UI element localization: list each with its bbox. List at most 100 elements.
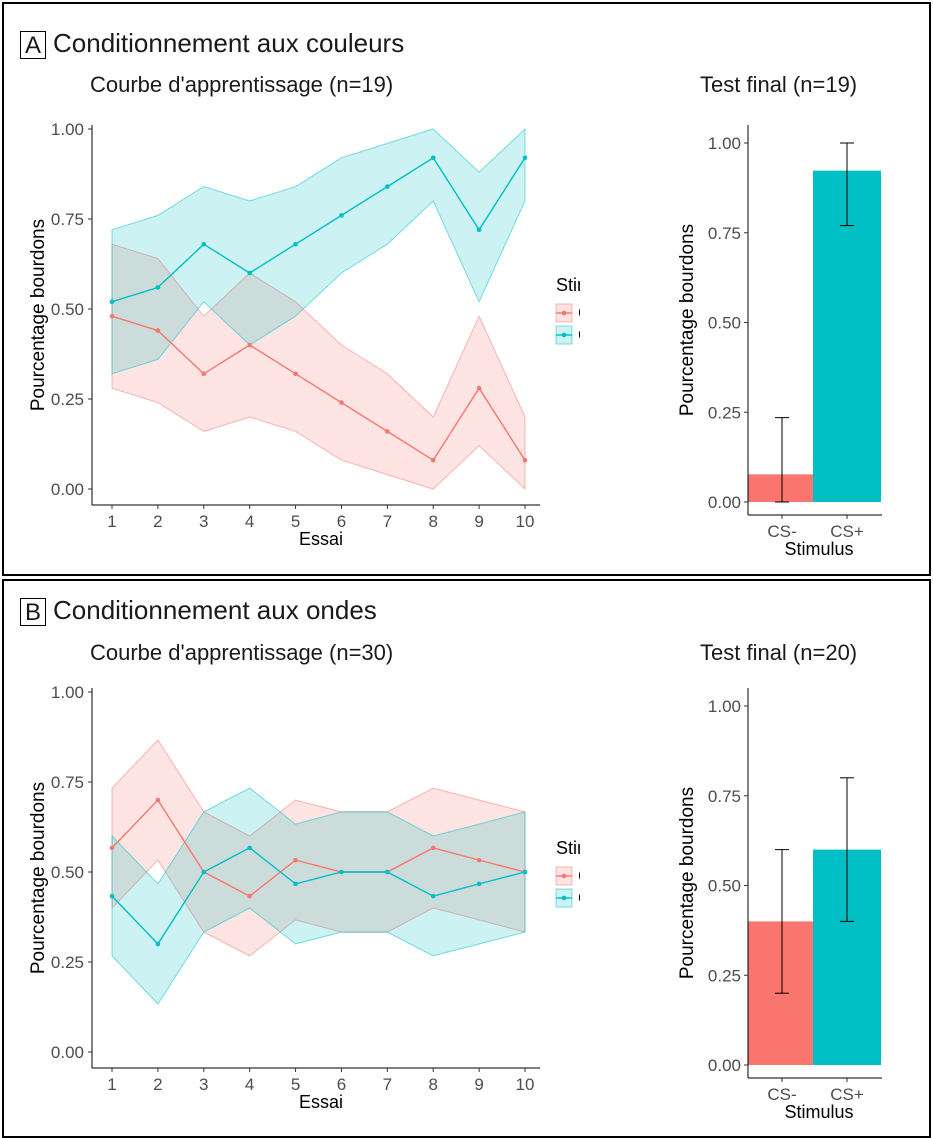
b-line-legend-title: Stimulus bbox=[556, 838, 580, 858]
panel-b-final-title: Test final (n=20) bbox=[700, 640, 858, 665]
b-line-point-CS+-1 bbox=[109, 893, 115, 899]
a-line-point-CS+-7 bbox=[385, 184, 390, 189]
panel-a-learning-title: Courbe d'apprentissage (n=19) bbox=[90, 72, 394, 97]
a-line-point-CS--10 bbox=[522, 457, 528, 463]
a-line-point-CS+-3 bbox=[201, 241, 207, 247]
a-line-xtick-label: 5 bbox=[291, 512, 300, 531]
a-line-xtick-label: 4 bbox=[245, 512, 254, 531]
learning-curve-chart-a: 0.00 0.25 0.50 0.75 1.00 1 2 3 4 5 6 7 8 9 10 Essai Pour… bbox=[28, 120, 580, 549]
b-line-xtick-label: 3 bbox=[199, 1075, 208, 1094]
a-line-xtick-label: 10 bbox=[516, 512, 535, 531]
b-line-point-CS--1 bbox=[109, 845, 115, 851]
a-line-point-CS--5 bbox=[293, 371, 298, 377]
b-line-legend-point-CS+ bbox=[561, 895, 567, 901]
a-line-legend-label-CS-: CS- bbox=[578, 303, 580, 323]
b-line-point-CS+-9 bbox=[476, 881, 482, 887]
b-line-ytick-label: 0.75 bbox=[51, 773, 84, 792]
a-line-ytick-label: 0.50 bbox=[51, 300, 84, 319]
b-line-point-CS+-3 bbox=[201, 869, 207, 875]
a-line-ytick-label: 1.00 bbox=[51, 120, 84, 139]
a-line-line-CS- bbox=[111, 315, 526, 462]
learning-curve-chart-b: 0.00 0.25 0.50 0.75 1.00 1 2 3 4 5 6 7 8 9 10 Essai Pour… bbox=[28, 683, 580, 1112]
b-bar-x-axis-title: Stimulus bbox=[784, 1102, 853, 1122]
a-bar-y-axis-title: Pourcentage bourdons bbox=[677, 224, 698, 416]
b-line-point-CS+-5 bbox=[293, 881, 298, 887]
a-line-point-CS--4 bbox=[247, 342, 252, 348]
a-line-point-CS--8 bbox=[430, 457, 436, 463]
a-bar-ytick-label: 0.25 bbox=[708, 403, 741, 422]
a-line-point-CS--7 bbox=[385, 429, 390, 434]
b-line-point-CS+-4 bbox=[247, 845, 252, 851]
b-line-ytick-label: 1.00 bbox=[51, 683, 84, 702]
b-line-legend-point-CS- bbox=[561, 873, 567, 879]
b-line-point-CS+-7 bbox=[385, 869, 390, 875]
b-bar-ytick-label: 0.75 bbox=[708, 787, 741, 806]
b-line-xtick-label: 6 bbox=[337, 1075, 346, 1094]
a-line-point-CS--1 bbox=[109, 313, 115, 319]
a-line-point-CS+-2 bbox=[155, 285, 161, 290]
a-bar-ytick-label: 1.00 bbox=[708, 134, 741, 153]
a-line-xtick-label: 9 bbox=[474, 512, 483, 531]
a-line-ytick-label: 0.75 bbox=[51, 210, 84, 229]
b-line-point-CS+-2 bbox=[155, 941, 161, 947]
b-line-x-axis-title: Essai bbox=[299, 1092, 343, 1112]
b-bar-ytick-label: 0.25 bbox=[708, 966, 741, 985]
a-line-xtick-label: 3 bbox=[199, 512, 208, 531]
a-line-legend-point-CS- bbox=[561, 310, 567, 316]
panel-b-letter: B bbox=[20, 598, 46, 626]
a-bar-ytick-label: 0.75 bbox=[708, 224, 741, 243]
b-bar-ytick-label: 0.00 bbox=[708, 1056, 741, 1075]
final-test-chart-a: CS- CS+ 0.00 0.25 0.50 0.75 1.00 Stimulus Pource… bbox=[677, 125, 882, 559]
b-line-xtick-label: 1 bbox=[107, 1075, 116, 1094]
a-line-point-CS+-6 bbox=[339, 213, 344, 218]
b-line-xtick-label: 9 bbox=[474, 1075, 483, 1094]
a-line-point-CS+-9 bbox=[476, 227, 482, 233]
a-line-ribbon-CS- bbox=[111, 243, 526, 491]
b-line-ytick-label: 0.25 bbox=[51, 953, 84, 972]
b-line-line-CS+ bbox=[111, 847, 526, 946]
a-line-x-axis-title: Essai bbox=[299, 529, 343, 549]
a-line-xtick-label: 7 bbox=[383, 512, 392, 531]
a-line-ytick-label: 0.00 bbox=[51, 480, 84, 499]
a-line-legend-label-CS+: CS+ bbox=[578, 325, 580, 345]
a-line-xtick-label: 6 bbox=[337, 512, 346, 531]
a-line-line-CS+ bbox=[111, 156, 526, 303]
b-line-legend-label-CS-: CS- bbox=[578, 866, 580, 886]
b-line-point-CS+-6 bbox=[339, 869, 344, 875]
b-line-point-CS--5 bbox=[293, 857, 298, 863]
a-bar-ytick-label: 0.50 bbox=[708, 314, 741, 333]
b-line-legend-label-CS+: CS+ bbox=[578, 888, 580, 908]
a-bar-xtick-label-CS-: CS- bbox=[767, 522, 796, 541]
b-bar-xtick-label-CS-: CS- bbox=[767, 1085, 796, 1104]
panel-a-final-title: Test final (n=19) bbox=[700, 72, 858, 97]
panel-a-letter: A bbox=[20, 31, 46, 59]
b-line-ribbon-CS+ bbox=[111, 787, 526, 1005]
a-line-point-CS--2 bbox=[155, 328, 161, 333]
a-bar-xtick-label-CS+: CS+ bbox=[830, 522, 864, 541]
b-line-point-CS--2 bbox=[155, 797, 161, 803]
final-test-chart-b: CS- CS+ 0.00 0.25 0.50 0.75 1.00 Stimulus Pource… bbox=[677, 688, 882, 1122]
b-line-point-CS--4 bbox=[247, 893, 252, 899]
a-line-point-CS+-10 bbox=[522, 155, 528, 161]
b-line-ytick-label: 0.50 bbox=[51, 863, 84, 882]
a-bar-x-axis-title: Stimulus bbox=[784, 539, 853, 559]
panel-b-title: Conditionnement aux ondes bbox=[53, 595, 377, 625]
b-line-xtick-label: 5 bbox=[291, 1075, 300, 1094]
b-line-xtick-label: 10 bbox=[516, 1075, 535, 1094]
b-line-point-CS+-10 bbox=[522, 869, 528, 875]
a-line-y-axis-title: Pourcentage bourdons bbox=[28, 219, 49, 411]
a-line-ribbon-CS+ bbox=[111, 127, 526, 375]
a-line-point-CS--9 bbox=[476, 385, 482, 391]
b-line-line-CS- bbox=[111, 798, 526, 897]
a-line-point-CS+-8 bbox=[430, 155, 436, 161]
a-line-point-CS--3 bbox=[201, 371, 207, 377]
a-bar-ytick-label: 0.00 bbox=[708, 493, 741, 512]
a-line-point-CS+-5 bbox=[293, 241, 298, 247]
b-line-xtick-label: 2 bbox=[153, 1075, 162, 1094]
a-line-xtick-label: 8 bbox=[428, 512, 437, 531]
b-bar-ytick-label: 0.50 bbox=[708, 877, 741, 896]
a-line-point-CS+-1 bbox=[109, 299, 115, 305]
b-line-ytick-label: 0.00 bbox=[51, 1043, 84, 1062]
a-line-point-CS+-4 bbox=[247, 270, 252, 276]
a-line-xtick-label: 2 bbox=[153, 512, 162, 531]
